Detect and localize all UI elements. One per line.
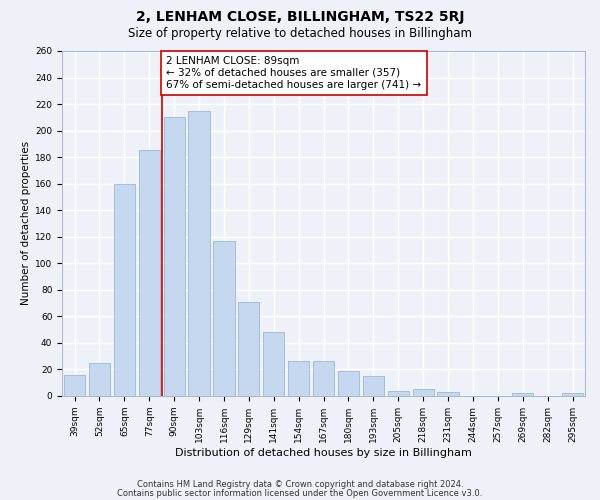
Bar xyxy=(363,376,384,396)
Bar xyxy=(114,184,135,396)
Bar xyxy=(437,392,458,396)
Y-axis label: Number of detached properties: Number of detached properties xyxy=(21,142,31,306)
Bar xyxy=(238,302,259,396)
Bar xyxy=(388,390,409,396)
Bar xyxy=(214,240,235,396)
Bar xyxy=(288,362,309,396)
Bar xyxy=(413,389,434,396)
Text: Contains HM Land Registry data © Crown copyright and database right 2024.: Contains HM Land Registry data © Crown c… xyxy=(137,480,463,489)
Text: 2 LENHAM CLOSE: 89sqm
← 32% of detached houses are smaller (357)
67% of semi-det: 2 LENHAM CLOSE: 89sqm ← 32% of detached … xyxy=(166,56,421,90)
Bar xyxy=(188,110,209,396)
Bar xyxy=(512,393,533,396)
Text: Contains public sector information licensed under the Open Government Licence v3: Contains public sector information licen… xyxy=(118,489,482,498)
Text: 2, LENHAM CLOSE, BILLINGHAM, TS22 5RJ: 2, LENHAM CLOSE, BILLINGHAM, TS22 5RJ xyxy=(136,10,464,24)
X-axis label: Distribution of detached houses by size in Billingham: Distribution of detached houses by size … xyxy=(175,448,472,458)
Bar xyxy=(64,374,85,396)
Bar xyxy=(89,362,110,396)
Text: Size of property relative to detached houses in Billingham: Size of property relative to detached ho… xyxy=(128,28,472,40)
Bar xyxy=(263,332,284,396)
Bar xyxy=(338,370,359,396)
Bar xyxy=(313,362,334,396)
Bar xyxy=(164,118,185,396)
Bar xyxy=(562,393,583,396)
Bar xyxy=(139,150,160,396)
